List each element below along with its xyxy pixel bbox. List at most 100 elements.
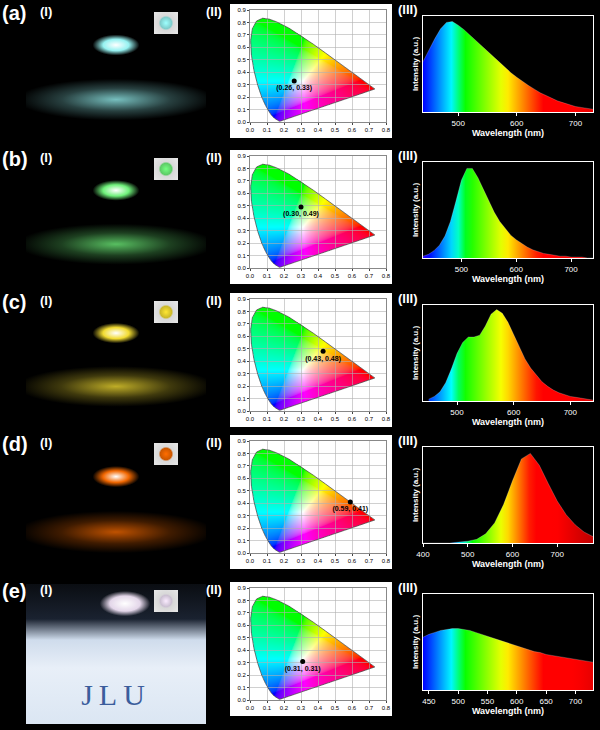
svg-text:0.3: 0.3 xyxy=(297,558,306,564)
svg-text:0.3: 0.3 xyxy=(297,416,306,422)
svg-text:0.1: 0.1 xyxy=(237,107,246,113)
svg-text:Wavelength (nm): Wavelength (nm) xyxy=(472,128,544,138)
svg-text:0.5: 0.5 xyxy=(331,416,340,422)
svg-text:0.4: 0.4 xyxy=(237,358,246,364)
svg-text:500: 500 xyxy=(455,265,469,274)
svg-text:0.3: 0.3 xyxy=(297,705,306,711)
svg-text:0.5: 0.5 xyxy=(331,127,340,133)
svg-text:(0.59, 0.41): (0.59, 0.41) xyxy=(332,505,368,513)
svg-text:0.8: 0.8 xyxy=(237,309,246,315)
svg-text:Intensity (a.u.): Intensity (a.u.) xyxy=(411,183,420,238)
svg-text:500: 500 xyxy=(451,119,465,128)
svg-text:0.8: 0.8 xyxy=(382,705,391,711)
svg-text:0.0: 0.0 xyxy=(237,697,246,703)
svg-text:0.0: 0.0 xyxy=(246,127,255,133)
svg-text:0.9: 0.9 xyxy=(237,153,246,159)
svg-text:500: 500 xyxy=(461,550,475,559)
svg-text:Wavelength (nm): Wavelength (nm) xyxy=(472,417,544,427)
svg-text:0.3: 0.3 xyxy=(297,273,306,279)
svg-text:0.6: 0.6 xyxy=(237,44,246,50)
svg-text:0.6: 0.6 xyxy=(348,416,357,422)
svg-text:0.0: 0.0 xyxy=(237,119,246,125)
svg-text:0.5: 0.5 xyxy=(237,203,246,209)
svg-text:0.4: 0.4 xyxy=(237,500,246,506)
svg-text:0.9: 0.9 xyxy=(237,296,246,302)
svg-text:0.6: 0.6 xyxy=(348,558,357,564)
svg-text:0.5: 0.5 xyxy=(237,57,246,63)
svg-text:500: 500 xyxy=(450,408,464,417)
svg-text:Wavelength (nm): Wavelength (nm) xyxy=(472,559,544,569)
svg-text:Intensity (a.u.): Intensity (a.u.) xyxy=(411,468,420,523)
svg-text:0.7: 0.7 xyxy=(365,273,374,279)
svg-text:600: 600 xyxy=(510,265,524,274)
svg-text:(0.43, 0.48): (0.43, 0.48) xyxy=(305,355,341,363)
svg-text:0.3: 0.3 xyxy=(237,371,246,377)
svg-text:0.8: 0.8 xyxy=(382,416,391,422)
svg-text:700: 700 xyxy=(551,550,565,559)
svg-text:Wavelength (nm): Wavelength (nm) xyxy=(472,274,544,284)
svg-text:Wavelength (nm): Wavelength (nm) xyxy=(472,706,544,716)
svg-text:0.3: 0.3 xyxy=(237,513,246,519)
svg-text:0.3: 0.3 xyxy=(297,127,306,133)
svg-text:0.7: 0.7 xyxy=(237,463,246,469)
svg-text:700: 700 xyxy=(564,265,578,274)
svg-text:0.7: 0.7 xyxy=(237,321,246,327)
svg-text:0.8: 0.8 xyxy=(382,127,391,133)
svg-text:Intensity (a.u.): Intensity (a.u.) xyxy=(411,615,420,670)
svg-text:Intensity (a.u.): Intensity (a.u.) xyxy=(411,37,420,92)
svg-text:0.3: 0.3 xyxy=(237,228,246,234)
svg-text:0.6: 0.6 xyxy=(237,333,246,339)
svg-text:0.4: 0.4 xyxy=(237,647,246,653)
svg-text:0.4: 0.4 xyxy=(314,416,323,422)
svg-text:0.6: 0.6 xyxy=(237,622,246,628)
svg-text:0.8: 0.8 xyxy=(382,558,391,564)
svg-text:600: 600 xyxy=(507,408,521,417)
svg-text:450: 450 xyxy=(422,697,436,706)
svg-text:0.1: 0.1 xyxy=(263,558,272,564)
svg-text:0.1: 0.1 xyxy=(237,396,246,402)
svg-text:0.6: 0.6 xyxy=(348,127,357,133)
svg-text:0.6: 0.6 xyxy=(237,475,246,481)
svg-text:0.5: 0.5 xyxy=(237,635,246,641)
svg-text:500: 500 xyxy=(451,697,465,706)
svg-text:0.7: 0.7 xyxy=(237,610,246,616)
svg-text:0.7: 0.7 xyxy=(365,705,374,711)
svg-text:0.8: 0.8 xyxy=(237,20,246,26)
svg-text:(0.31, 0.31): (0.31, 0.31) xyxy=(285,665,321,673)
svg-text:0.5: 0.5 xyxy=(331,273,340,279)
svg-text:0.7: 0.7 xyxy=(237,178,246,184)
svg-text:700: 700 xyxy=(569,119,583,128)
svg-text:700: 700 xyxy=(569,697,583,706)
svg-text:0.0: 0.0 xyxy=(246,273,255,279)
svg-text:Intensity (a.u.): Intensity (a.u.) xyxy=(411,326,420,381)
svg-text:0.2: 0.2 xyxy=(280,273,289,279)
svg-text:0.0: 0.0 xyxy=(237,408,246,414)
svg-text:0.1: 0.1 xyxy=(263,416,272,422)
svg-text:0.7: 0.7 xyxy=(365,127,374,133)
svg-text:0.0: 0.0 xyxy=(237,265,246,271)
svg-text:700: 700 xyxy=(564,408,578,417)
svg-text:0.1: 0.1 xyxy=(237,253,246,259)
svg-text:0.0: 0.0 xyxy=(246,416,255,422)
svg-text:0.8: 0.8 xyxy=(237,166,246,172)
svg-text:0.1: 0.1 xyxy=(263,127,272,133)
svg-text:0.1: 0.1 xyxy=(263,273,272,279)
svg-text:0.5: 0.5 xyxy=(331,558,340,564)
svg-text:(0.26, 0.33): (0.26, 0.33) xyxy=(276,84,312,92)
svg-text:550: 550 xyxy=(481,697,495,706)
svg-text:0.9: 0.9 xyxy=(237,7,246,13)
svg-text:0.0: 0.0 xyxy=(246,705,255,711)
svg-text:0.3: 0.3 xyxy=(237,660,246,666)
svg-text:0.2: 0.2 xyxy=(280,127,289,133)
svg-text:0.1: 0.1 xyxy=(237,538,246,544)
svg-text:0.7: 0.7 xyxy=(237,32,246,38)
svg-text:600: 600 xyxy=(510,697,524,706)
svg-text:0.2: 0.2 xyxy=(237,94,246,100)
svg-text:0.8: 0.8 xyxy=(382,273,391,279)
svg-text:0.9: 0.9 xyxy=(237,585,246,591)
svg-text:0.8: 0.8 xyxy=(237,598,246,604)
svg-text:0.7: 0.7 xyxy=(365,558,374,564)
svg-text:0.2: 0.2 xyxy=(280,705,289,711)
svg-text:0.5: 0.5 xyxy=(237,488,246,494)
svg-text:0.8: 0.8 xyxy=(237,451,246,457)
